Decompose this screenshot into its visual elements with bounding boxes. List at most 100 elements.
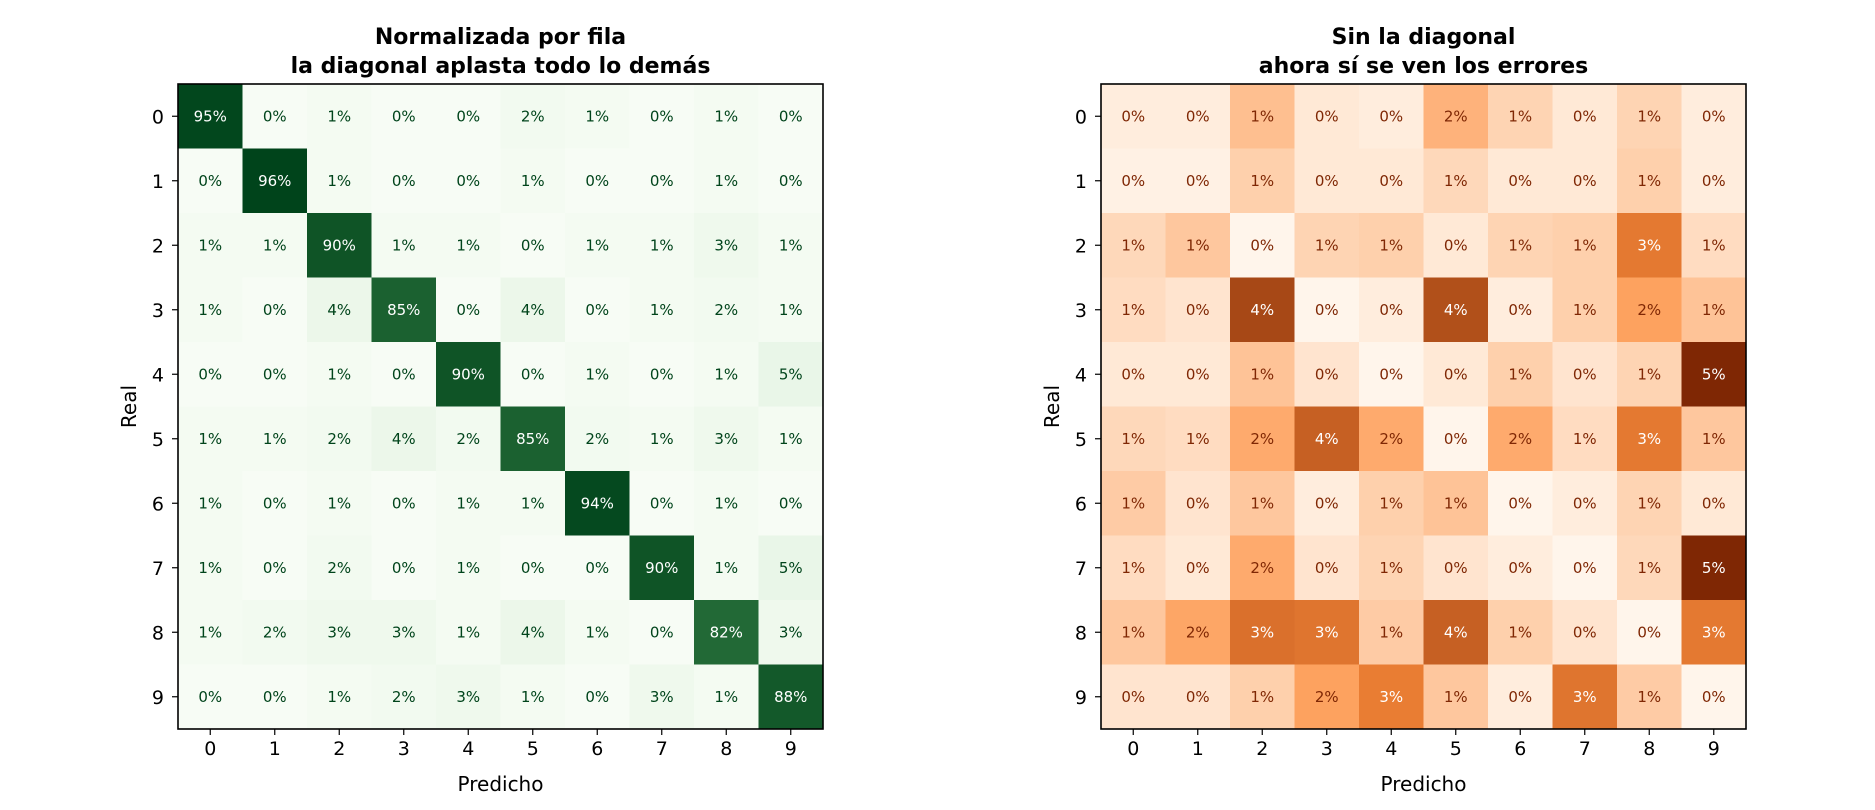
heatmap-cell xyxy=(1359,148,1424,214)
heatmap-cell xyxy=(565,342,630,407)
cell-label: 0% xyxy=(456,107,480,125)
heatmap-cell xyxy=(1165,406,1231,472)
cell-label: 3% xyxy=(456,688,480,706)
heatmap-cell xyxy=(1165,664,1231,730)
cell-label: 0% xyxy=(650,623,674,641)
cell-label: 88% xyxy=(774,688,807,706)
cell-label: 2% xyxy=(714,301,738,319)
heatmap-cell xyxy=(242,600,308,665)
cell-label: 90% xyxy=(452,365,485,383)
y-tick-label: 7 xyxy=(152,558,164,580)
cell-label: 3% xyxy=(714,430,738,448)
cell-label: 3% xyxy=(1315,623,1339,641)
cell-label: 2% xyxy=(1444,107,1468,125)
heatmap-cell xyxy=(1359,406,1424,472)
heatmap-cell xyxy=(1681,213,1747,278)
heatmap-cell xyxy=(436,535,501,601)
cell-label: 0% xyxy=(779,172,803,190)
heatmap-cell xyxy=(242,535,308,601)
y-tick-label: 6 xyxy=(152,493,164,515)
cell-label: 1% xyxy=(1508,623,1532,641)
heatmap-cell xyxy=(178,342,243,407)
cell-label: 0% xyxy=(392,494,416,512)
cell-label: 4% xyxy=(1444,623,1468,641)
heatmap-cell xyxy=(1617,148,1682,214)
cell-label: 0% xyxy=(521,365,545,383)
heatmap-cell xyxy=(565,84,630,149)
heatmap-cell xyxy=(758,84,824,149)
y-tick-label: 1 xyxy=(1075,171,1087,193)
heatmap-cell xyxy=(1294,148,1360,214)
heatmap-cell xyxy=(629,471,695,536)
cell-label: 0% xyxy=(1186,688,1210,706)
cell-label: 0% xyxy=(1121,107,1145,125)
cell-label: 1% xyxy=(521,172,545,190)
x-tick-label: 9 xyxy=(1708,738,1720,760)
heatmap-cell xyxy=(307,471,372,536)
cell-label: 1% xyxy=(1637,107,1661,125)
cell-label: 0% xyxy=(1702,172,1726,190)
cell-label: 1% xyxy=(1573,236,1597,254)
heatmap-cell xyxy=(1294,84,1360,149)
heatmap-cell xyxy=(1294,277,1360,343)
cell-label: 0% xyxy=(585,301,609,319)
heatmap-cell xyxy=(1423,277,1489,343)
y-tick-label: 0 xyxy=(152,106,164,128)
heatmap-cell xyxy=(1423,471,1489,536)
cell-label: 5% xyxy=(1702,559,1726,577)
heatmap-cell xyxy=(565,664,630,730)
cell-label: 1% xyxy=(1315,236,1339,254)
heatmap-cell xyxy=(307,600,372,665)
heatmap-cell xyxy=(694,600,759,665)
cell-label: 1% xyxy=(1121,623,1145,641)
x-tick-label: 8 xyxy=(1643,738,1655,760)
cell-label: 0% xyxy=(1315,365,1339,383)
cell-label: 1% xyxy=(327,688,351,706)
heatmap-cell xyxy=(694,342,759,407)
heatmap-cell xyxy=(1101,277,1166,343)
heatmap-cell xyxy=(1488,535,1553,601)
heatmap-cell xyxy=(1681,84,1747,149)
heatmap-cell xyxy=(307,213,372,278)
heatmap-cell xyxy=(1681,277,1747,343)
heatmap-cell xyxy=(1681,406,1747,472)
heatmap-cell xyxy=(500,84,566,149)
y-tick-label: 7 xyxy=(1075,558,1087,580)
heatmap-cell xyxy=(629,406,695,472)
heatmap-cell xyxy=(1294,535,1360,601)
heatmap-cell xyxy=(1359,277,1424,343)
cell-label: 2% xyxy=(327,430,351,448)
heatmap-cell xyxy=(565,213,630,278)
heatmap-cell xyxy=(1423,600,1489,665)
heatmap-cell xyxy=(242,342,308,407)
heatmap-cell xyxy=(371,664,437,730)
heatmap-cell xyxy=(1488,664,1553,730)
heatmap-cell xyxy=(500,664,566,730)
heatmap-cell xyxy=(1552,664,1618,730)
cell-label: 0% xyxy=(1702,107,1726,125)
cell-label: 1% xyxy=(585,236,609,254)
heatmap-cell xyxy=(1294,342,1360,407)
heatmap-cell xyxy=(178,664,243,730)
chart-title-line-2: ahora sí se ven los errores xyxy=(1259,54,1589,79)
cell-label: 1% xyxy=(1250,688,1274,706)
heatmap-cell xyxy=(307,342,372,407)
heatmap-cell xyxy=(1488,277,1553,343)
heatmap-cell xyxy=(371,148,437,214)
cell-label: 0% xyxy=(456,172,480,190)
cell-label: 1% xyxy=(327,494,351,512)
cell-label: 82% xyxy=(710,623,743,641)
heatmap-cell xyxy=(1681,471,1747,536)
cell-label: 0% xyxy=(198,365,222,383)
heatmap-cell xyxy=(1165,148,1231,214)
x-tick-label: 7 xyxy=(656,738,668,760)
heatmap-cell xyxy=(629,342,695,407)
heatmap-cell xyxy=(1230,600,1295,665)
cell-label: 2% xyxy=(1250,430,1274,448)
y-tick-label: 5 xyxy=(1075,429,1087,451)
heatmap-cell xyxy=(565,406,630,472)
cell-label: 0% xyxy=(1315,494,1339,512)
cell-label: 0% xyxy=(585,559,609,577)
heatmap-cell xyxy=(1617,471,1682,536)
cell-label: 0% xyxy=(1315,559,1339,577)
